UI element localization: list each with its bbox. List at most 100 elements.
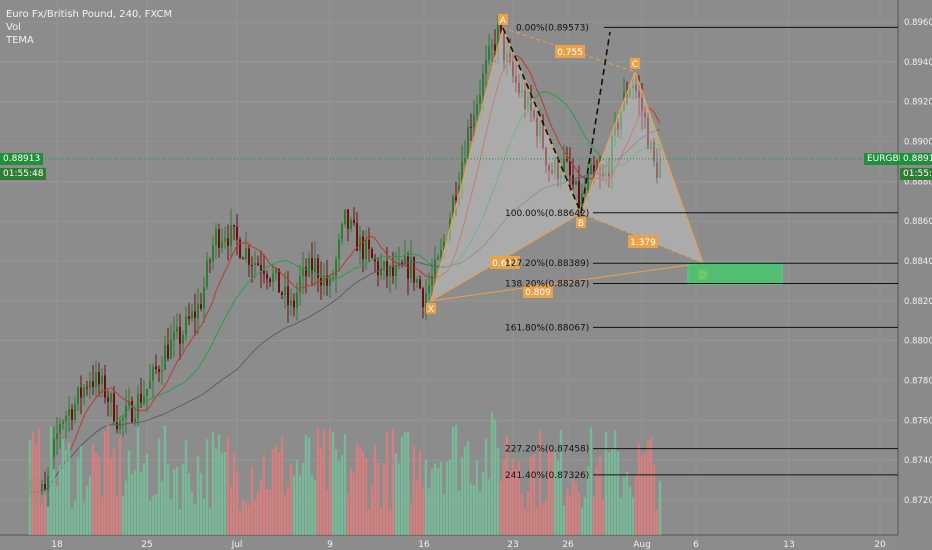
candle-body	[368, 240, 370, 249]
volume-bars	[28, 412, 662, 535]
volume-bar	[268, 489, 272, 535]
volume-bar	[202, 498, 206, 535]
volume-bar	[277, 452, 281, 535]
candle-body	[518, 82, 520, 93]
candle-body	[116, 422, 118, 430]
candle-body	[422, 288, 424, 308]
volume-bar	[529, 457, 533, 535]
volume-bar	[61, 438, 65, 535]
candle-body	[395, 265, 397, 277]
candle-body	[203, 286, 205, 309]
candle-body	[440, 250, 442, 258]
candle-body	[524, 90, 526, 109]
candle-body	[269, 278, 271, 283]
volume-bar	[328, 428, 332, 535]
x-tick-label: 23	[507, 540, 518, 550]
volume-bar	[313, 479, 317, 535]
volume-bar	[232, 452, 236, 535]
candle-body	[152, 366, 154, 381]
volume-bar	[355, 444, 359, 535]
candle-body	[659, 159, 661, 178]
volume-bar	[166, 463, 170, 535]
volume-bar	[646, 440, 650, 535]
candle-body	[431, 275, 433, 286]
candle-body	[146, 388, 148, 396]
volume-bar	[199, 472, 203, 535]
candle-body	[53, 438, 55, 458]
volume-bar	[541, 502, 545, 535]
candle-body	[617, 122, 619, 130]
volume-bar	[211, 432, 215, 535]
volume-bar	[190, 492, 194, 535]
volume-bar	[412, 445, 416, 535]
volume-bar	[487, 479, 491, 535]
pattern-point-label: X	[428, 305, 434, 315]
candle-body	[602, 174, 604, 176]
candle-body	[191, 311, 193, 319]
candle-body	[56, 433, 58, 439]
candle-body	[95, 371, 97, 387]
candle-body	[74, 404, 76, 420]
candle-body	[305, 267, 307, 277]
volume-bar	[241, 499, 245, 535]
candle-body	[92, 381, 94, 387]
volume-bar	[385, 431, 389, 535]
volume-bar	[85, 485, 89, 535]
indicator-tema: TEMA	[6, 35, 34, 46]
candle-body	[296, 292, 298, 308]
volume-bar	[421, 487, 425, 535]
volume-bar	[538, 430, 542, 535]
candle-body	[443, 241, 445, 251]
candle-body	[197, 304, 199, 319]
candle-body	[626, 92, 628, 98]
x-tick-label: 16	[418, 540, 430, 550]
volume-bar	[310, 475, 314, 535]
candle-body	[374, 257, 376, 262]
candle-body	[284, 286, 286, 295]
candle-body	[326, 275, 328, 286]
fib-levels: 0.00%(0.89573) 100.00%(0.88642) 127.20%(0.…	[505, 23, 898, 481]
candle-body	[506, 53, 508, 61]
candle-body	[413, 256, 415, 283]
candle-body	[221, 241, 223, 248]
volume-bar	[598, 456, 602, 535]
volume-bar	[607, 452, 611, 535]
volume-bar	[34, 444, 38, 535]
volume-bar	[553, 452, 557, 535]
volume-bar	[655, 509, 659, 535]
volume-bar	[547, 448, 551, 535]
candle-body	[557, 159, 559, 179]
volume-bar	[415, 479, 419, 535]
volume-bar	[142, 463, 146, 535]
pattern-ratio-label: 0.627	[492, 259, 518, 269]
candle-body	[398, 262, 400, 266]
volume-bar	[193, 504, 197, 535]
candle-body	[311, 258, 313, 273]
volume-bar	[178, 508, 182, 535]
candle-body	[62, 421, 64, 424]
volume-bar	[295, 459, 299, 535]
volume-bar	[298, 475, 302, 535]
volume-bar	[463, 446, 467, 535]
volume-bar	[514, 468, 518, 535]
volume-bar	[472, 485, 476, 535]
volume-bar	[616, 451, 620, 535]
volume-bar	[379, 507, 383, 535]
candle-body	[494, 44, 496, 51]
volume-bar	[526, 491, 530, 535]
pattern-ratio-label: 1.379	[630, 238, 656, 248]
volume-bar	[406, 432, 410, 535]
candle-body	[371, 248, 373, 258]
candle-body	[80, 387, 82, 398]
volume-bar	[475, 460, 479, 535]
volume-bar	[610, 448, 614, 535]
volume-bar	[562, 504, 566, 535]
volume-bar	[502, 459, 506, 535]
candle-body	[587, 174, 589, 191]
volume-bar	[466, 441, 470, 535]
